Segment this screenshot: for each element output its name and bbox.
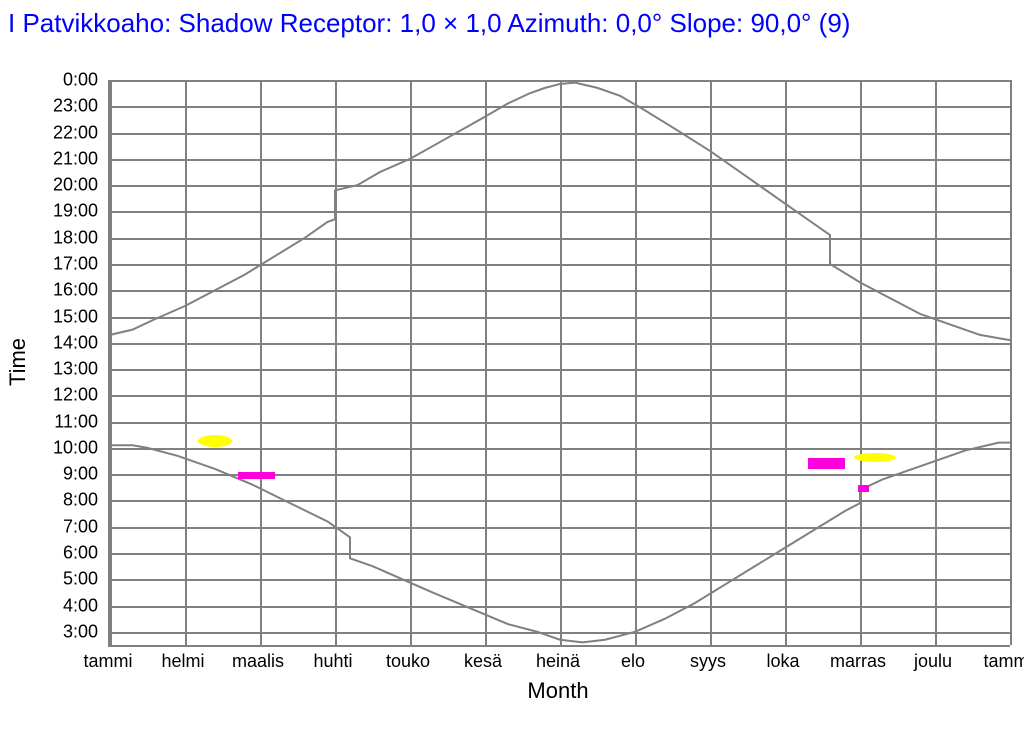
horizontal-gridline: [110, 133, 1010, 135]
vertical-gridline: [785, 80, 787, 645]
y-tick-label: 19:00: [53, 201, 98, 222]
y-tick-label: 4:00: [63, 595, 98, 616]
horizontal-gridline: [110, 395, 1010, 397]
x-axis-labels: tammihelmimaalishuhtitoukokesäheinäelosy…: [108, 647, 1008, 677]
x-axis-title: Month: [527, 678, 588, 704]
y-tick-label: 3:00: [63, 621, 98, 642]
x-tick-label: maalis: [232, 651, 284, 672]
horizontal-gridline: [110, 185, 1010, 187]
y-tick-label: 16:00: [53, 280, 98, 301]
vertical-gridline: [335, 80, 337, 645]
horizontal-gridline: [110, 422, 1010, 424]
x-tick-label: helmi: [161, 651, 204, 672]
vertical-gridline: [560, 80, 562, 645]
y-tick-label: 5:00: [63, 569, 98, 590]
vertical-gridline: [860, 80, 862, 645]
x-tick-label: joulu: [914, 651, 952, 672]
y-tick-label: 21:00: [53, 148, 98, 169]
shadow-blob: [858, 485, 869, 492]
horizontal-gridline: [110, 264, 1010, 266]
horizontal-gridline: [110, 527, 1010, 529]
horizontal-gridline: [110, 606, 1010, 608]
y-tick-label: 17:00: [53, 253, 98, 274]
shadow-blob: [808, 458, 846, 469]
y-tick-label: 18:00: [53, 227, 98, 248]
x-tick-label: elo: [621, 651, 645, 672]
horizontal-gridline: [110, 579, 1010, 581]
y-tick-label: 11:00: [54, 411, 98, 432]
y-tick-label: 15:00: [53, 306, 98, 327]
vertical-gridline: [485, 80, 487, 645]
vertical-gridline: [635, 80, 637, 645]
x-tick-label: heinä: [536, 651, 580, 672]
horizontal-gridline: [110, 290, 1010, 292]
horizontal-gridline: [110, 80, 1010, 82]
horizontal-gridline: [110, 317, 1010, 319]
vertical-gridline: [410, 80, 412, 645]
horizontal-gridline: [110, 211, 1010, 213]
horizontal-gridline: [110, 553, 1010, 555]
horizontal-gridline: [110, 632, 1010, 634]
chart-title: I Patvikkoaho: Shadow Receptor: 1,0 × 1,…: [8, 8, 1016, 39]
horizontal-gridline: [110, 500, 1010, 502]
y-tick-label: 7:00: [63, 516, 98, 537]
y-tick-label: 8:00: [63, 490, 98, 511]
x-tick-label: tammi: [84, 651, 133, 672]
y-tick-label: 23:00: [53, 96, 98, 117]
x-tick-label: kesä: [464, 651, 502, 672]
y-tick-label: 10:00: [53, 437, 98, 458]
y-tick-label: 9:00: [63, 464, 98, 485]
horizontal-gridline: [110, 159, 1010, 161]
x-tick-label: tammi: [984, 651, 1024, 672]
x-tick-label: loka: [766, 651, 799, 672]
horizontal-gridline: [110, 106, 1010, 108]
vertical-gridline: [935, 80, 937, 645]
plot-area: [108, 80, 1010, 647]
vertical-gridline: [710, 80, 712, 645]
horizontal-gridline: [110, 369, 1010, 371]
y-axis-labels: 0:0023:0022:0021:0020:0019:0018:0017:001…: [0, 80, 104, 645]
shadow-blob: [854, 453, 895, 462]
vertical-gridline: [185, 80, 187, 645]
y-tick-label: 20:00: [53, 175, 98, 196]
y-tick-label: 14:00: [53, 332, 98, 353]
horizontal-gridline: [110, 238, 1010, 240]
x-tick-label: touko: [386, 651, 430, 672]
horizontal-gridline: [110, 448, 1010, 450]
x-tick-label: syys: [690, 651, 726, 672]
vertical-gridline: [260, 80, 262, 645]
y-tick-label: 13:00: [53, 359, 98, 380]
y-tick-label: 0:00: [63, 70, 98, 91]
x-tick-label: marras: [830, 651, 886, 672]
x-tick-label: huhti: [313, 651, 352, 672]
vertical-gridline: [1010, 80, 1012, 645]
vertical-gridline: [110, 80, 112, 645]
shadow-blob: [238, 472, 276, 480]
y-tick-label: 6:00: [63, 543, 98, 564]
horizontal-gridline: [110, 343, 1010, 345]
y-tick-label: 22:00: [53, 122, 98, 143]
y-tick-label: 12:00: [53, 385, 98, 406]
